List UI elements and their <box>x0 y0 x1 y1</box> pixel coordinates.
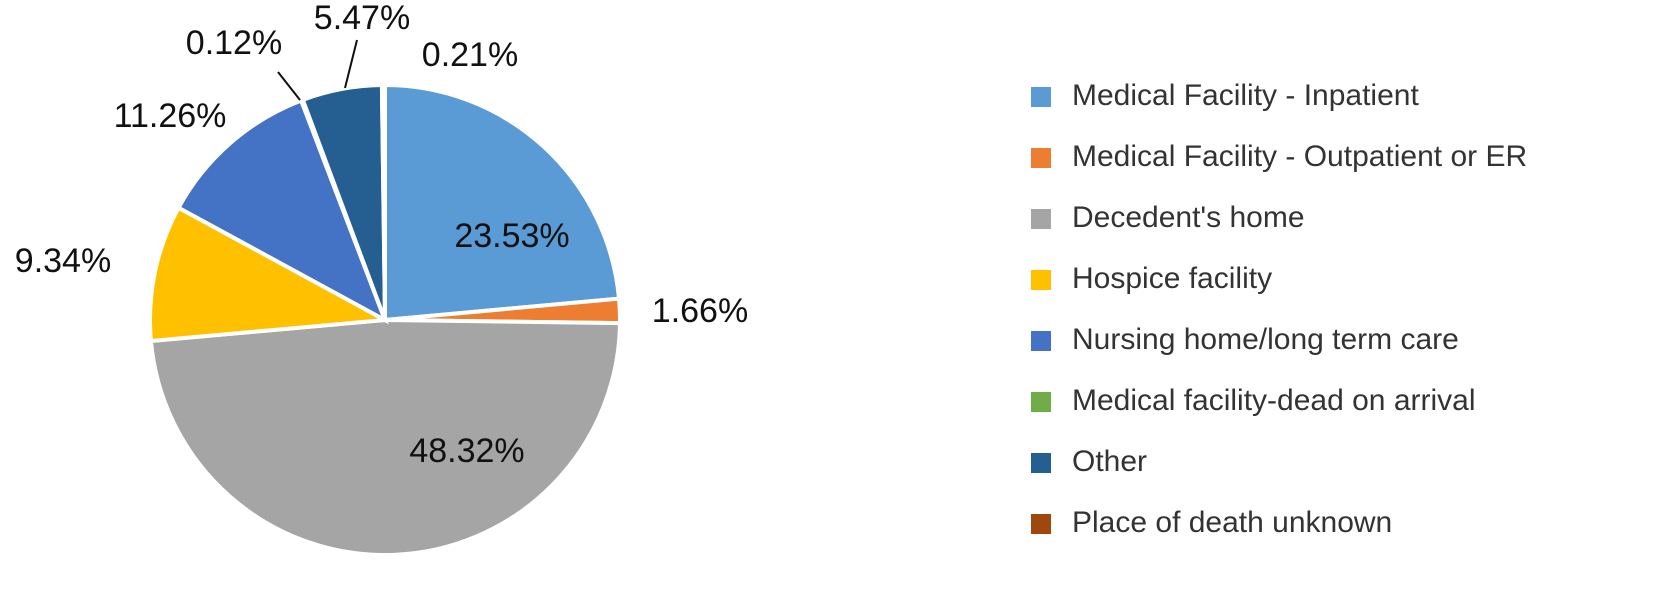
legend-swatch <box>1031 514 1051 534</box>
legend-label: Place of death unknown <box>1072 506 1392 539</box>
leader-line <box>344 39 358 89</box>
legend-swatch <box>1031 392 1051 412</box>
legend-label: Nursing home/long term care <box>1072 323 1459 356</box>
legend-label: Medical Facility - Outpatient or ER <box>1072 140 1527 173</box>
legend-label: Medical Facility - Inpatient <box>1072 79 1419 112</box>
legend-swatch <box>1031 209 1051 229</box>
legend-swatch <box>1031 270 1051 290</box>
legend-swatch <box>1031 148 1051 168</box>
data-label: 9.34% <box>15 242 111 280</box>
legend-label: Hospice facility <box>1072 262 1272 295</box>
data-label: 0.21% <box>422 36 518 74</box>
legend-swatch <box>1031 331 1051 351</box>
leader-line <box>277 71 301 101</box>
data-label: 0.12% <box>186 24 282 62</box>
data-label: 48.32% <box>409 432 524 470</box>
data-label: 23.53% <box>454 217 569 255</box>
data-label: 1.66% <box>652 292 748 330</box>
pie-slice <box>379 82 387 321</box>
legend-swatch <box>1031 453 1051 473</box>
pie-slice <box>148 317 623 557</box>
legend-label: Medical facility-dead on arrival <box>1072 384 1476 417</box>
data-label: 11.26% <box>114 97 227 135</box>
legend-label: Other <box>1072 445 1147 478</box>
pie-slice <box>175 97 389 325</box>
pie-slice <box>148 205 392 344</box>
legend-label: Decedent's home <box>1072 201 1305 234</box>
pie-slice <box>383 82 622 323</box>
data-label: 5.47% <box>314 0 410 37</box>
legend-swatch <box>1031 87 1051 107</box>
